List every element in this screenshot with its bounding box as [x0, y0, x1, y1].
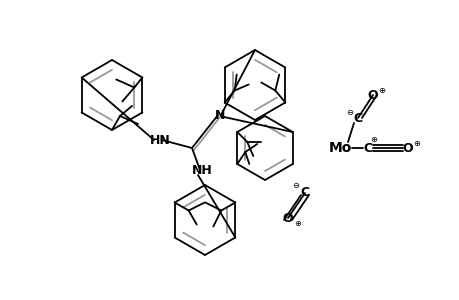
Text: C: C	[363, 142, 372, 154]
Text: ⊕: ⊕	[378, 85, 385, 94]
Text: ⊕: ⊕	[369, 134, 377, 143]
Text: N: N	[214, 109, 225, 122]
Text: O: O	[282, 212, 293, 224]
Text: ⊖: ⊖	[346, 107, 353, 116]
Text: HN: HN	[149, 134, 170, 146]
Text: C: C	[353, 112, 362, 124]
Text: O: O	[402, 142, 413, 154]
Text: NH: NH	[191, 164, 212, 176]
Text: O: O	[367, 88, 377, 101]
Text: ⊕: ⊕	[294, 218, 301, 227]
Text: ⊕: ⊕	[413, 139, 420, 148]
Text: Mo: Mo	[328, 141, 351, 155]
Text: ⊖: ⊖	[292, 181, 299, 190]
Text: C: C	[300, 187, 309, 200]
